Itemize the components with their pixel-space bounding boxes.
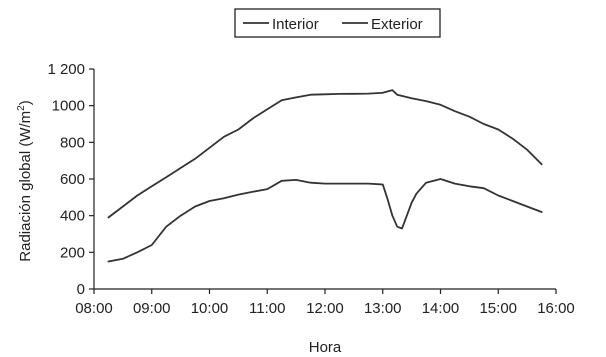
x-tick-label: 14:00	[422, 300, 460, 317]
y-ticks: 0 200 400 600 800 1000 1 200	[47, 61, 94, 298]
x-ticks: 08:00 09:00 10:00 11:00 12:00 13:00 14:00 15:00…	[75, 289, 575, 317]
legend-label-interior: Interior	[272, 16, 319, 33]
legend-box	[234, 8, 441, 38]
x-tick-label: 09:00	[133, 300, 171, 317]
y-tick-label: 0	[77, 281, 85, 298]
y-axis-title: Radiación global (W/m2)	[16, 100, 34, 261]
x-tick-label: 15:00	[479, 300, 517, 317]
y-tick-label: 400	[60, 208, 85, 225]
y-axis-title-sup: 2	[16, 105, 27, 111]
x-tick-label: 10:00	[191, 300, 229, 317]
y-tick-label: 1000	[52, 98, 85, 115]
legend-label-exterior: Exterior	[371, 16, 423, 33]
x-tick-label: 16:00	[537, 300, 575, 317]
y-tick-label: 200	[60, 244, 85, 261]
series-line-exterior	[107, 89, 543, 219]
x-tick-label: 11:00	[249, 300, 285, 317]
y-axis-title-main: Radiación global (W/m	[17, 111, 34, 262]
y-tick-label: 1 200	[47, 61, 85, 78]
y-tick-label: 800	[60, 134, 85, 151]
x-tick-label: 13:00	[364, 300, 402, 317]
x-axis-title: Hora	[309, 339, 342, 356]
legend: Interior Exterior	[234, 8, 441, 38]
series-line-interior	[107, 178, 543, 263]
x-tick-label: 12:00	[306, 300, 344, 317]
y-tick-label: 600	[60, 171, 85, 188]
x-tick-label: 08:00	[75, 300, 113, 317]
series-layer	[107, 89, 543, 263]
y-axis-title-end: )	[17, 100, 34, 105]
